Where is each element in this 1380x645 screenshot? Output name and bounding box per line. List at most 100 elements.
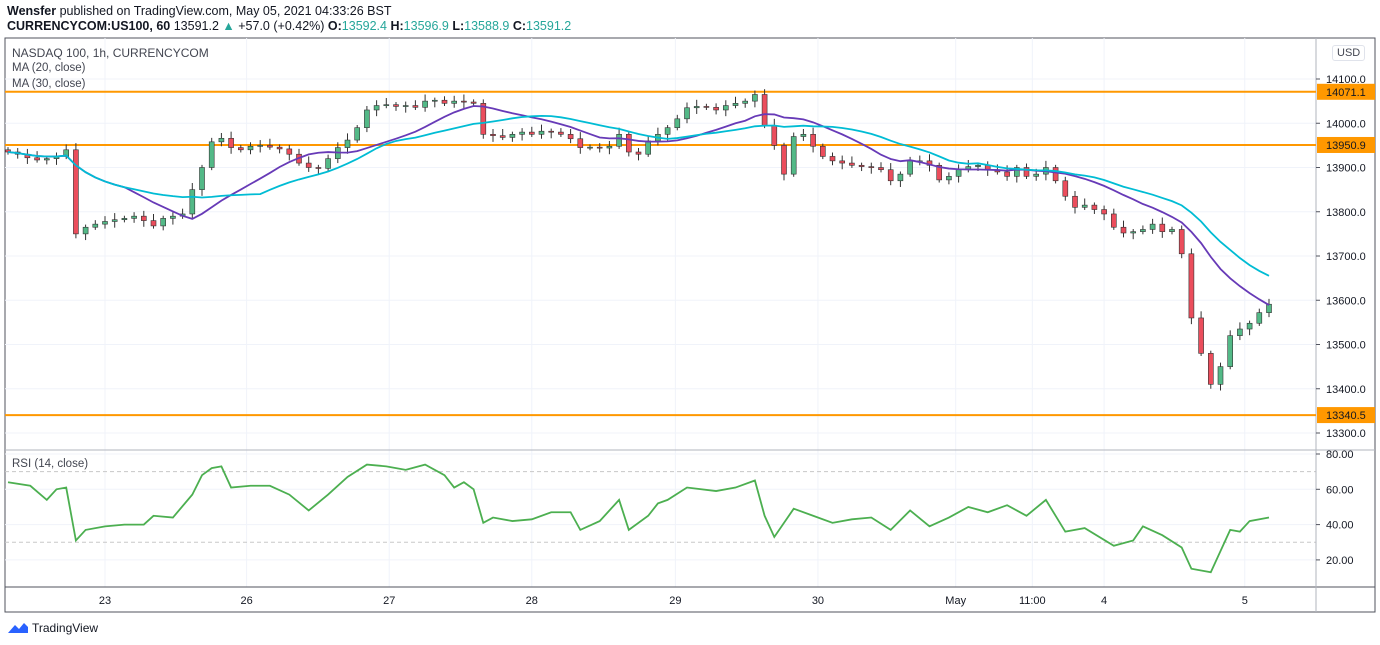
candle-body: [92, 223, 99, 228]
candle-body: [722, 105, 729, 111]
candle-body: [1023, 167, 1030, 177]
candle-body: [625, 134, 632, 153]
candle-body: [645, 140, 652, 155]
time-tick-label: 11:00: [1019, 595, 1046, 607]
time-tick-label: 28: [526, 595, 538, 607]
candle-body: [800, 134, 807, 137]
legend-ma30[interactable]: MA (30, close): [12, 78, 86, 90]
high-value: 13596.9: [403, 19, 449, 33]
rsi-tick-label: 60.00: [1326, 484, 1354, 496]
candle-body: [1159, 223, 1166, 232]
candle-body: [732, 103, 739, 106]
candle-body: [247, 145, 254, 151]
candle-body: [635, 151, 642, 155]
candle-body: [596, 146, 603, 149]
candle-body: [1188, 253, 1195, 319]
candle-body: [364, 109, 370, 128]
candle-body: [849, 162, 855, 166]
candle-body: [693, 106, 700, 109]
candle-body: [121, 218, 128, 221]
rsi-line: [7, 463, 1270, 574]
candle-body: [1266, 303, 1272, 313]
price-tick-label: 13700.0: [1326, 251, 1366, 263]
candle-body: [170, 215, 176, 219]
candle-body: [82, 226, 89, 235]
candle-body: [1101, 209, 1107, 215]
legend-rsi[interactable]: RSI (14, close): [12, 458, 89, 470]
candle-body: [810, 134, 816, 147]
candle-body: [752, 94, 758, 102]
price-tick-label: 13900.0: [1326, 163, 1366, 175]
candle-body: [305, 162, 312, 168]
candle-body: [267, 145, 273, 148]
candle-body: [1208, 353, 1214, 385]
currency-button[interactable]: USD: [1332, 45, 1366, 61]
price-change: +57.0 (+0.42%): [238, 19, 325, 33]
close-value: 13591.2: [526, 19, 572, 33]
price-tick-label: 14000.0: [1326, 118, 1366, 130]
candle-body: [431, 99, 438, 102]
candle-body: [480, 103, 487, 135]
level-label-bg: [1317, 83, 1375, 100]
open-value: 13592.4: [341, 19, 387, 33]
legend-title[interactable]: NASDAQ 100, 1h, CURRENCYCOM: [12, 46, 209, 60]
candle-body: [1149, 223, 1156, 230]
candle-body: [490, 134, 496, 136]
time-tick-label: 23: [99, 595, 111, 607]
close-label: C:: [512, 19, 527, 33]
candle-body: [1062, 180, 1069, 197]
price-tick-label: 14100.0: [1326, 74, 1366, 86]
candle-body: [684, 107, 690, 120]
candle-body: [1013, 167, 1020, 177]
candle-body: [451, 100, 458, 104]
candle-body: [461, 100, 467, 103]
candle-body: [228, 137, 234, 148]
candle-body: [1178, 229, 1185, 255]
ma20-line: [7, 105, 1270, 306]
time-tick-label: 5: [1242, 595, 1248, 607]
level-label-bg: [1317, 136, 1375, 153]
author[interactable]: Wensfer: [7, 4, 57, 18]
ma30-line: [7, 114, 1270, 277]
candle-body: [936, 164, 943, 181]
candle-body: [1033, 173, 1039, 177]
candle-body: [548, 130, 555, 133]
candle-body: [538, 130, 545, 135]
candle-body: [975, 164, 981, 167]
candle-body: [1052, 167, 1059, 182]
candle-body: [354, 127, 361, 141]
candle-body: [441, 99, 448, 104]
tradingview-logo[interactable]: TradingView: [8, 621, 98, 635]
candle-body: [567, 134, 574, 140]
candle-body: [257, 145, 264, 147]
candle-body: [218, 137, 225, 143]
candle-body: [141, 215, 147, 221]
candle-body: [402, 105, 409, 107]
candle-body: [878, 167, 884, 171]
candle-body: [43, 158, 50, 161]
candle-body: [208, 141, 215, 168]
candle-body: [276, 146, 283, 150]
candle-body: [519, 131, 525, 135]
candle-body: [1091, 204, 1098, 210]
candle-body: [344, 139, 351, 148]
candle-body: [325, 158, 331, 169]
candle-body: [509, 134, 516, 138]
candle-body: [1237, 328, 1243, 336]
candle-body: [1081, 204, 1088, 208]
chart-frame: [4, 37, 1376, 613]
price-tick-label: 13600.0: [1326, 295, 1366, 307]
candle-body: [34, 157, 40, 161]
candle-body: [606, 145, 613, 149]
candle-body: [499, 135, 506, 138]
candle-body: [1072, 195, 1078, 208]
candle-body: [587, 146, 593, 149]
candle-body: [887, 169, 894, 182]
candle-body: [150, 220, 157, 227]
legend-ma20[interactable]: MA (20, close): [12, 62, 86, 74]
candle-body: [102, 221, 108, 225]
candle-body: [1198, 317, 1204, 354]
candle-body: [664, 127, 671, 135]
symbol-info: CURRENCYCOM:US100, 60 13591.2 ▲ +57.0 (+…: [7, 19, 571, 33]
